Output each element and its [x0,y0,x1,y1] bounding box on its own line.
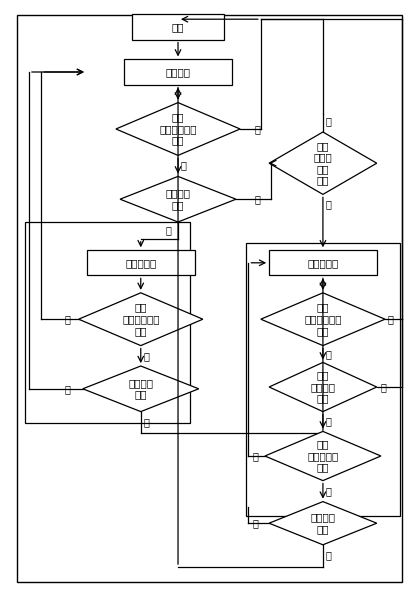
FancyBboxPatch shape [124,59,231,85]
Text: 进口道绿灯: 进口道绿灯 [306,258,338,268]
Text: 有: 有 [254,194,260,204]
Text: 环道是否
有车: 环道是否 有车 [128,378,153,400]
Text: 是否
到达初期绿灯
时间: 是否 到达初期绿灯 时间 [122,302,159,336]
Text: 否: 否 [386,314,392,324]
Text: 否: 否 [325,116,331,126]
Polygon shape [264,431,380,481]
Text: 否: 否 [254,124,260,134]
Text: 是: 是 [180,161,186,170]
Polygon shape [120,176,235,222]
Text: 是: 是 [325,486,331,496]
FancyBboxPatch shape [132,14,223,40]
Text: 是: 是 [143,418,149,427]
Text: 开始: 开始 [171,22,184,32]
Text: 否: 否 [252,451,258,461]
Polygon shape [83,366,198,412]
Text: 是: 是 [143,351,149,361]
Text: 是: 是 [379,382,385,392]
FancyBboxPatch shape [87,250,194,275]
Polygon shape [268,502,376,545]
Text: 进口道绿灯: 进口道绿灯 [125,258,156,268]
Text: 是: 是 [325,551,331,560]
Text: 否: 否 [64,314,70,324]
Text: 是否
到达初期绿灯
时间: 是否 到达初期绿灯 时间 [159,112,196,146]
Text: 是: 是 [325,349,331,359]
Polygon shape [260,293,384,346]
Text: 环道是否
有车: 环道是否 有车 [165,188,190,210]
Text: 否: 否 [64,384,70,394]
Text: 环道绿灯: 环道绿灯 [165,67,190,77]
Text: 是否
到达初期绿灯
时间: 是否 到达初期绿灯 时间 [304,302,341,336]
FancyBboxPatch shape [268,250,376,275]
Polygon shape [78,293,202,346]
Text: 否: 否 [252,518,258,528]
Text: 进口
道排队
是否
过长: 进口 道排队 是否 过长 [313,141,332,185]
Polygon shape [268,132,376,194]
Text: 进口
道排队是否
放完: 进口 道排队是否 放完 [306,439,338,473]
Polygon shape [116,103,240,155]
Text: 环道是否
有车: 环道是否 有车 [310,512,335,534]
Text: 是: 是 [325,199,331,209]
Text: 否: 否 [325,416,331,426]
Text: 无: 无 [166,225,171,235]
Polygon shape [268,362,376,412]
Text: 环道
排队是否
过长: 环道 排队是否 过长 [310,370,335,404]
